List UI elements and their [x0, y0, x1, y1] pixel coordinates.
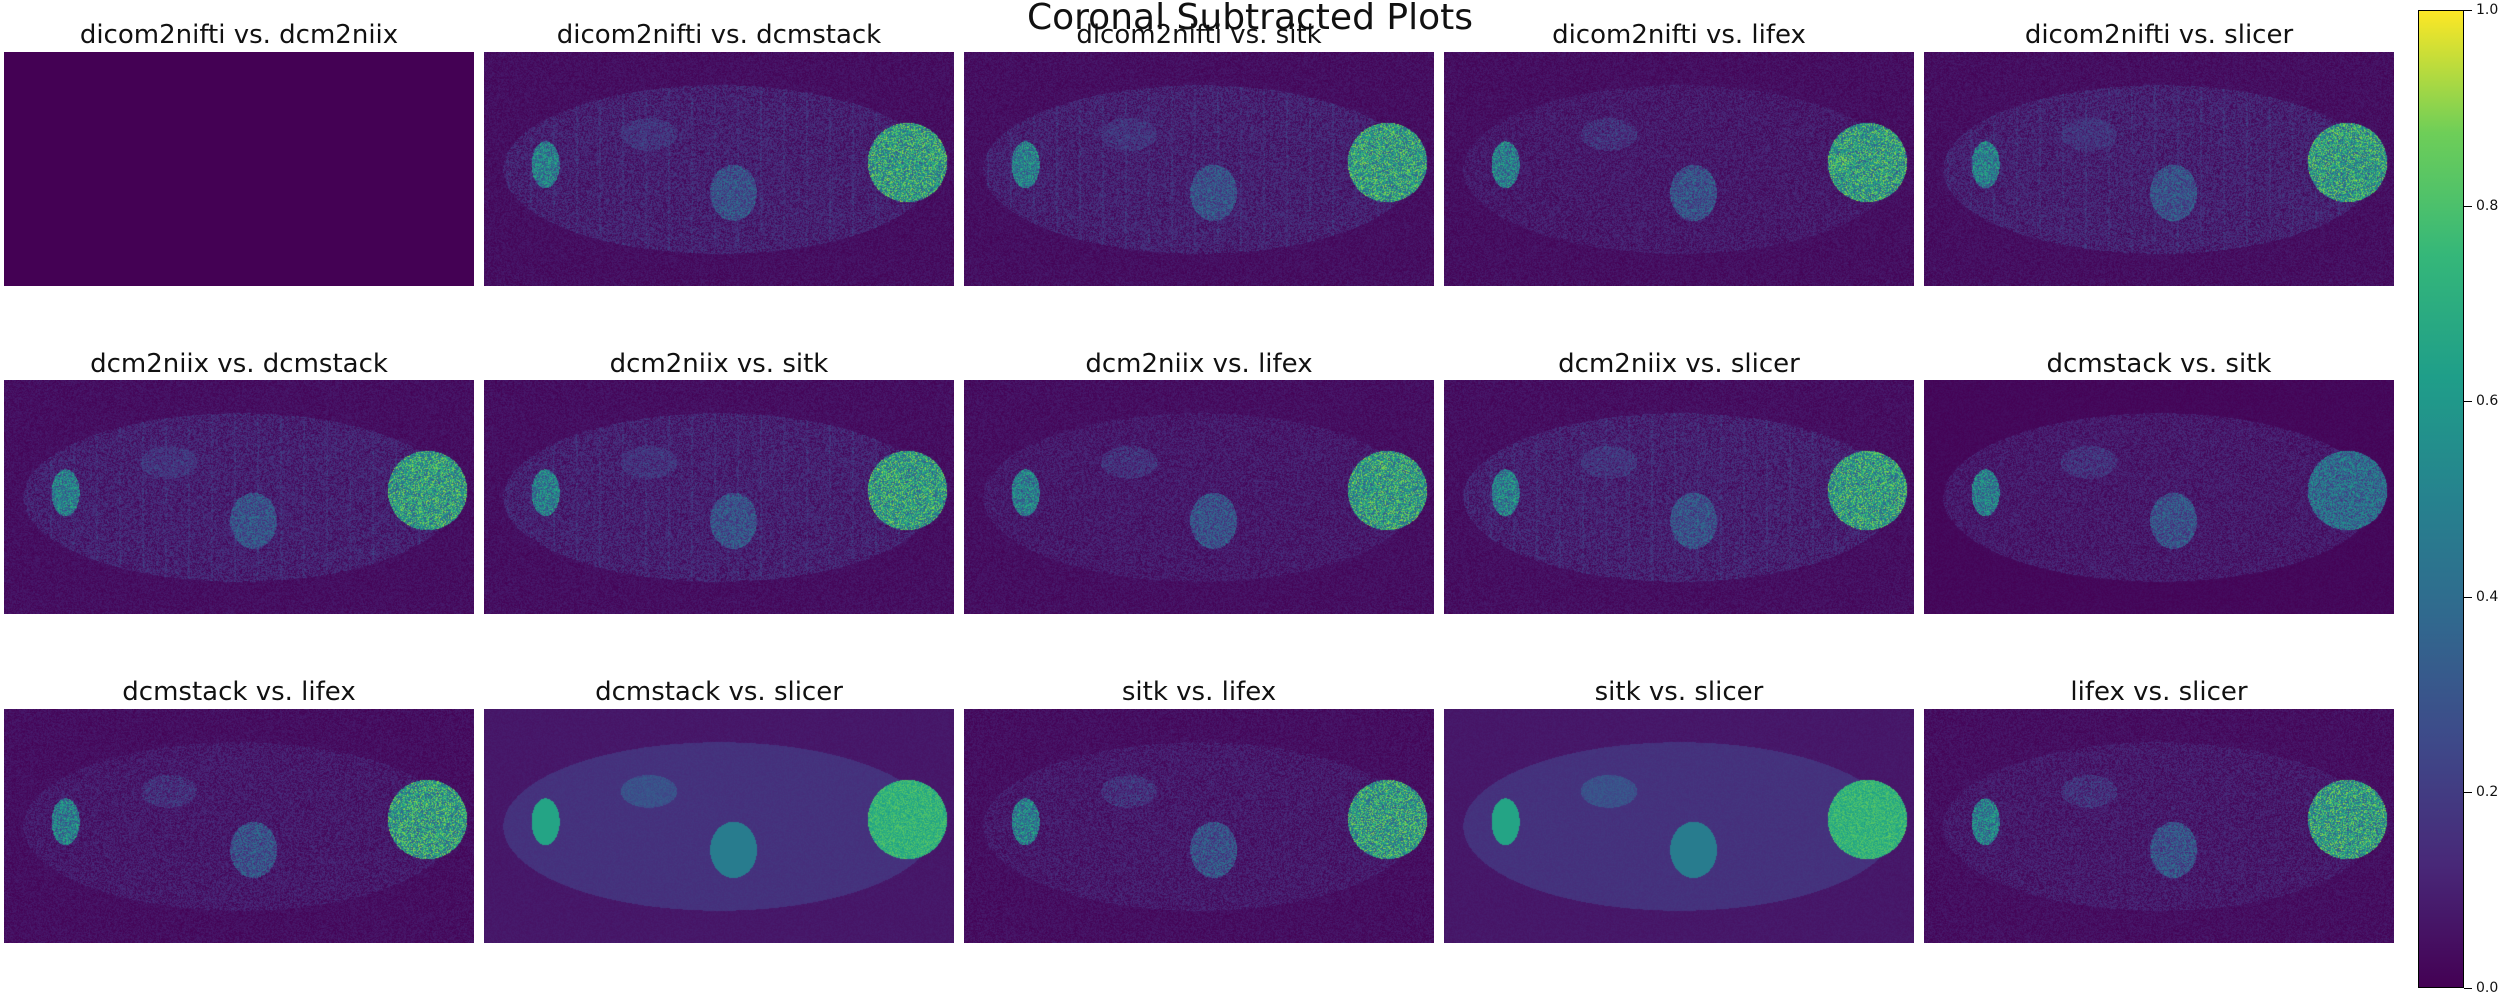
subtracted-image-panel	[484, 380, 954, 614]
subtracted-image-panel	[4, 380, 474, 614]
subtracted-image	[484, 380, 954, 614]
colorbar-tick-label: 0.0	[2476, 980, 2499, 996]
subtracted-image-panel	[1924, 380, 2394, 614]
colorbar-tick-label: 0.8	[2476, 197, 2499, 214]
figure-title: Coronal Subtracted Plots	[1027, 0, 1473, 38]
panel-title: dicom2nifti vs. sitk	[1076, 20, 1322, 50]
panel-title: dicom2nifti vs. lifex	[1552, 20, 1806, 50]
colorbar-tick	[2464, 988, 2472, 989]
panel-title: dicom2nifti vs. dcm2niix	[79, 20, 399, 50]
subtracted-image	[484, 52, 954, 286]
subtracted-image	[964, 709, 1434, 943]
colorbar-tick-label: 0.4	[2476, 588, 2499, 605]
subtracted-image	[4, 709, 474, 943]
colorbar	[2418, 10, 2464, 988]
panel-title: dcm2niix vs. slicer	[1558, 349, 1800, 379]
subtracted-image-panel	[964, 52, 1434, 286]
subtracted-image-panel	[484, 52, 954, 286]
subtracted-image	[1924, 52, 2394, 286]
panel-title: dicom2nifti vs. slicer	[2024, 20, 2294, 50]
subtracted-image	[1444, 380, 1914, 614]
panel-title: sitk vs. slicer	[1594, 677, 1764, 707]
panel-title: lifex vs. slicer	[2070, 677, 2248, 707]
subtracted-image	[4, 52, 474, 286]
subtracted-image-panel	[484, 709, 954, 943]
panel-title: dicom2nifti vs. dcmstack	[556, 20, 882, 50]
panel-title: dcm2niix vs. lifex	[1085, 349, 1313, 379]
subtracted-image-panel	[964, 380, 1434, 614]
panel-title: sitk vs. lifex	[1121, 677, 1277, 707]
subtracted-image-panel	[1444, 709, 1914, 943]
colorbar-tick	[2464, 792, 2472, 794]
subtracted-image-panel	[4, 709, 474, 943]
subtracted-image-panel	[1444, 380, 1914, 614]
subtracted-image-panel	[1924, 52, 2394, 286]
subtracted-image	[964, 52, 1434, 286]
subtracted-image	[1444, 709, 1914, 943]
subtracted-image	[4, 380, 474, 614]
subtracted-image-panel	[1924, 709, 2394, 943]
colorbar-tick-label: 0.2	[2476, 784, 2499, 801]
subtracted-image	[484, 709, 954, 943]
subtracted-image	[964, 380, 1434, 614]
subtracted-image	[1924, 709, 2394, 943]
subtracted-image-panel	[964, 709, 1434, 943]
colorbar-tick	[2464, 205, 2472, 207]
panel-title: dcm2niix vs. dcmstack	[90, 349, 388, 379]
panel-title: dcmstack vs. sitk	[2046, 349, 2272, 379]
subtracted-image-panel	[1444, 52, 1914, 286]
colorbar-tick	[2464, 596, 2472, 598]
subtracted-image-panel	[4, 52, 474, 286]
colorbar-tick-label: 1.0	[2476, 2, 2499, 18]
colorbar-tick-label: 0.6	[2476, 393, 2499, 410]
panel-title: dcm2niix vs. sitk	[609, 349, 829, 379]
panel-title: dcmstack vs. lifex	[122, 677, 356, 707]
colorbar-tick	[2464, 401, 2472, 403]
panel-title: dcmstack vs. slicer	[595, 677, 843, 707]
colorbar-tick	[2464, 10, 2472, 11]
subtracted-image	[1924, 380, 2394, 614]
subtracted-image	[1444, 52, 1914, 286]
